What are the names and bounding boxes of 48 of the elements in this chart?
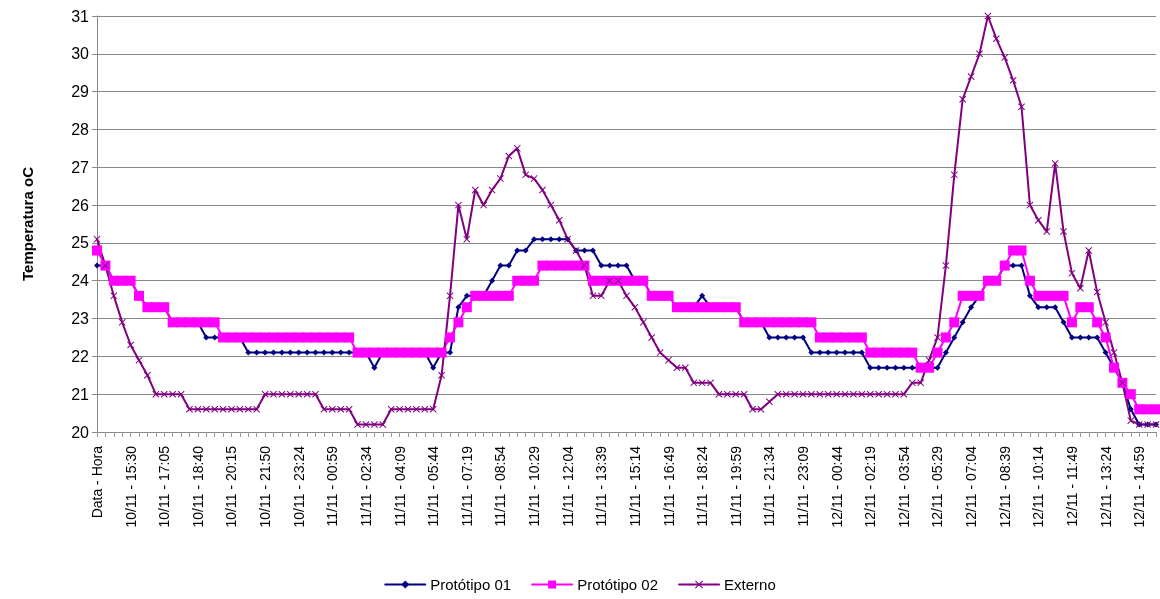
x-tick-label: 10/11 - 17:05 (156, 445, 173, 528)
x-tick-label: 10/11 - 23:24 (290, 445, 307, 528)
legend-label: Protótipo 01 (430, 576, 512, 593)
y-tick-label: 31 (71, 7, 90, 25)
x-tick-label: 10/11 - 21:50 (257, 445, 274, 528)
x-tick-label: 12/11 - 14:59 (1131, 445, 1148, 528)
x-tick-label: 11/11 - 18:24 (694, 445, 711, 527)
x-tick-label: 11/11 - 19:59 (727, 445, 744, 527)
x-tick-label: 11/11 - 15:14 (626, 445, 643, 527)
x-tick-label: 12/11 - 11:49 (1063, 445, 1080, 527)
x-tick-label: 11/11 - 13:39 (593, 445, 610, 527)
y-tick-label: 29 (71, 83, 90, 101)
y-tick-label: 23 (71, 310, 90, 328)
x-tick-label: 12/11 - 05:29 (929, 445, 946, 528)
x-tick-label: 11/11 - 04:09 (391, 445, 408, 527)
x-tick-label: 12/11 - 13:24 (1097, 445, 1114, 528)
x-tick-label: 11/11 - 21:34 (761, 445, 778, 527)
x-tick-label: 12/11 - 00:44 (828, 445, 845, 528)
x-tick-label: 12/11 - 07:04 (963, 445, 980, 528)
x-tick-label: 11/11 - 00:59 (324, 445, 341, 527)
y-tick-label: 24 (71, 272, 90, 290)
y-tick-label: 20 (71, 423, 90, 441)
x-tick-label: 11/11 - 16:49 (660, 445, 677, 527)
y-tick-label: 27 (71, 158, 90, 176)
y-tick-label: 22 (71, 347, 90, 365)
x-tick-label: 12/11 - 03:54 (895, 445, 912, 528)
y-tick-label: 21 (71, 385, 90, 403)
y-tick-label: 26 (71, 196, 90, 214)
x-tick-label: 11/11 - 23:09 (795, 445, 811, 527)
x-tick-label: 12/11 - 08:39 (996, 445, 1013, 528)
x-tick-label: Data - Hora (89, 445, 105, 519)
x-tick-label: 11/11 - 10:29 (526, 445, 543, 527)
legend-label: Protótipo 02 (577, 576, 659, 593)
y-axis-title: Temperatura oC (19, 166, 36, 281)
x-tick-label: 12/11 - 10:14 (1030, 445, 1047, 528)
x-tick-label: 10/11 - 18:40 (189, 445, 206, 528)
x-tick-label: 11/11 - 05:44 (425, 445, 442, 527)
x-tick-label: 11/11 - 02:34 (357, 445, 374, 527)
legend-label: Externo (724, 576, 776, 593)
x-tick-label: 11/11 - 08:54 (492, 445, 509, 527)
x-tick-label: 10/11 - 15:30 (122, 445, 139, 528)
x-tick-label: 12/11 - 02:19 (862, 445, 879, 528)
x-tick-label: 11/11 - 12:04 (559, 445, 576, 527)
y-tick-label: 28 (71, 120, 90, 138)
y-tick-label: 30 (71, 45, 90, 63)
x-tick-label: 11/11 - 07:19 (458, 445, 475, 527)
x-tick-label: 10/11 - 20:15 (223, 445, 240, 528)
y-tick-label: 25 (71, 234, 90, 252)
